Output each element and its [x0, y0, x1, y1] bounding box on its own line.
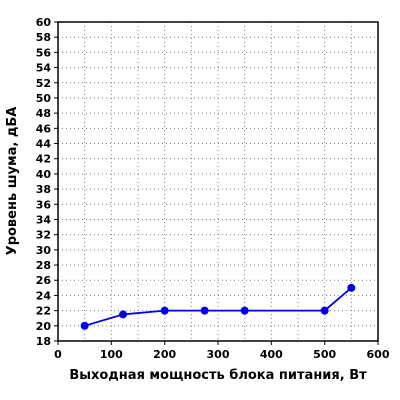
y-tick-label: 56 [36, 46, 52, 59]
y-tick-label: 46 [36, 122, 52, 135]
y-axis-label: Уровень шума, дБА [5, 107, 20, 256]
x-tick-label: 400 [260, 348, 283, 361]
y-axis-ticks: 18 20 22 24 26 28 30 32 34 36 38 40 42 44 46 48 50 52 54 56… [36, 16, 58, 348]
x-tick-label: 600 [367, 348, 390, 361]
y-tick-label: 24 [36, 289, 52, 302]
y-tick-label: 30 [36, 244, 52, 257]
plot-frame [57, 21, 379, 342]
data-point [160, 306, 169, 315]
y-tick-label: 48 [36, 107, 51, 120]
y-tick-label: 34 [36, 213, 52, 226]
x-tick-label: 0 [54, 348, 62, 361]
y-tick-label: 60 [36, 16, 52, 29]
data-point [80, 321, 89, 330]
y-tick-label: 42 [36, 153, 51, 166]
y-tick-label: 28 [36, 259, 51, 272]
data-point [320, 306, 329, 315]
data-point [119, 310, 128, 319]
y-tick-label: 58 [36, 31, 51, 44]
x-tick-label: 200 [153, 348, 176, 361]
x-axis-ticks: 0 100 200 300 400 500 600 [54, 341, 390, 361]
y-tick-label: 36 [36, 198, 52, 211]
data-point [200, 306, 209, 315]
y-tick-label: 32 [36, 229, 51, 242]
data-point [347, 283, 356, 292]
y-tick-label: 52 [36, 77, 51, 90]
y-tick-label: 38 [36, 183, 51, 196]
x-tick-label: 300 [207, 348, 230, 361]
y-tick-label: 18 [36, 335, 51, 348]
x-axis-label: Выходная мощность блока питания, Вт [69, 368, 367, 383]
x-tick-label: 500 [313, 348, 336, 361]
y-tick-label: 54 [36, 62, 52, 75]
data-point [240, 306, 249, 315]
y-tick-label: 50 [36, 92, 52, 105]
y-tick-label: 44 [36, 138, 52, 151]
y-tick-label: 40 [36, 168, 52, 181]
grid-lines [58, 22, 378, 341]
y-tick-label: 22 [36, 305, 51, 318]
y-tick-label: 20 [36, 320, 52, 333]
x-tick-label: 100 [100, 348, 123, 361]
y-tick-label: 26 [36, 274, 52, 287]
series-group [80, 283, 356, 330]
